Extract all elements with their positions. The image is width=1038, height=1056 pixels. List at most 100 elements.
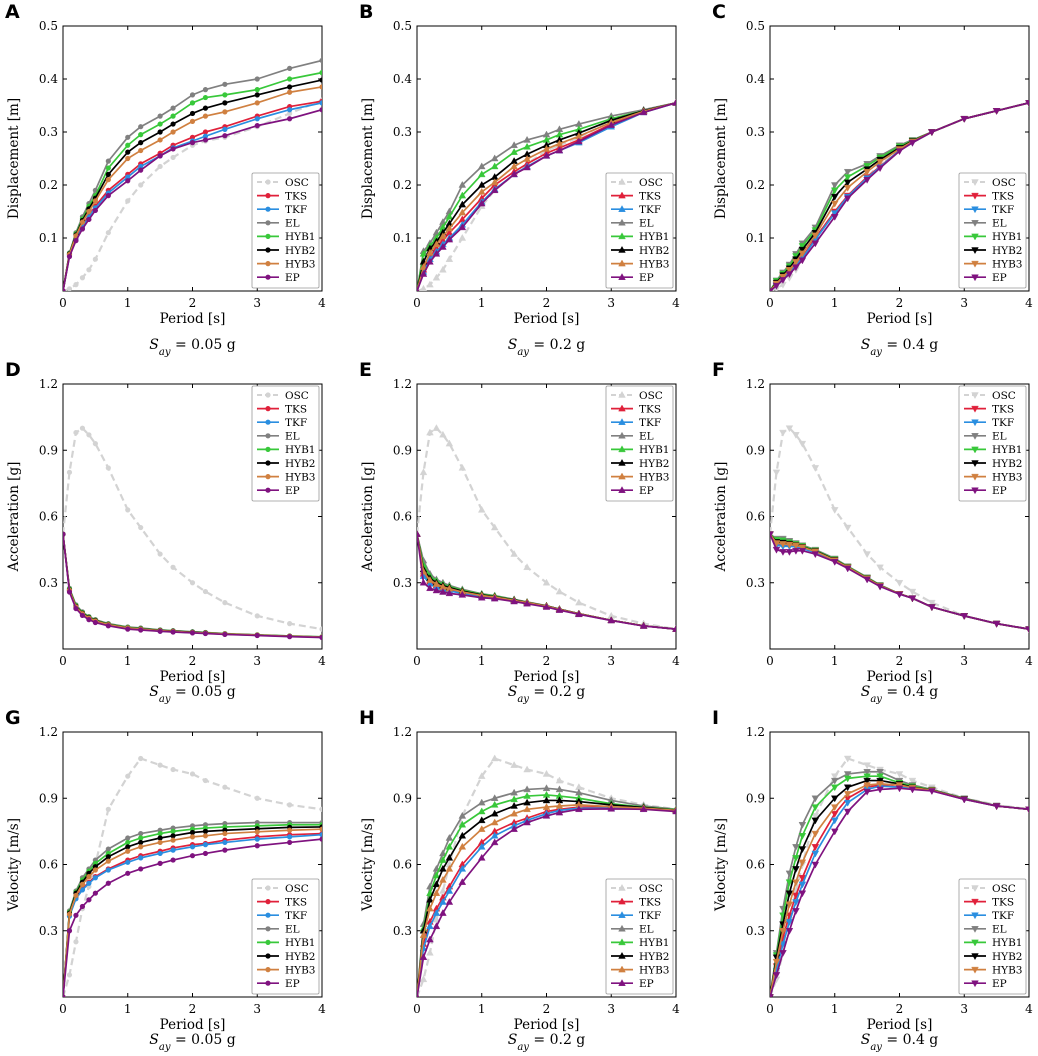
legend-label: TKS (992, 403, 1014, 415)
data-point (125, 859, 131, 865)
data-point (419, 931, 428, 938)
data-point (105, 867, 111, 873)
data-point (908, 777, 917, 785)
data-point (92, 875, 98, 881)
data-point (287, 89, 293, 95)
y-tick-label: 1.2 (39, 725, 58, 739)
data-point (86, 897, 92, 903)
data-point (992, 108, 1001, 115)
data-point (830, 804, 839, 812)
legend-label: HYB2 (992, 458, 1023, 470)
data-point (105, 171, 111, 177)
data-point (772, 282, 781, 290)
legend-box (251, 385, 320, 502)
data-point (439, 875, 447, 883)
data-point (287, 634, 293, 640)
x-axis-title: Period [s] (514, 669, 580, 685)
y-tick-label: 0.3 (393, 924, 412, 938)
data-point (105, 177, 111, 183)
data-point (426, 922, 434, 930)
data-point (170, 766, 176, 773)
legend-item-ep: EP (964, 485, 1007, 497)
data-point (960, 796, 969, 804)
series-ep (63, 531, 322, 641)
data-point (105, 193, 111, 199)
x-tick-label: 2 (189, 296, 197, 310)
caption: Say = 0.2 g (508, 1032, 586, 1053)
data-point (445, 224, 454, 232)
legend-marker (265, 939, 271, 946)
legend-marker (265, 898, 271, 905)
data-point (79, 903, 86, 910)
legend-marker (971, 433, 979, 440)
data-point (439, 898, 447, 905)
legend-marker (618, 938, 626, 946)
data-point (426, 248, 434, 256)
data-point (202, 105, 209, 111)
legend-label: HYB3 (992, 258, 1023, 270)
data-point (170, 564, 176, 570)
legend-item-tks: TKS (257, 896, 307, 908)
series-ep (63, 107, 322, 291)
legend-label: HYB1 (992, 231, 1023, 243)
data-point (319, 100, 322, 106)
caption-subscript: ay (870, 1042, 882, 1053)
y-tick-label: 0.5 (746, 19, 765, 33)
series-ep (417, 530, 676, 632)
data-point (432, 586, 441, 594)
data-point (830, 193, 839, 201)
data-point (92, 619, 98, 626)
y-tick-label: 0.9 (746, 443, 765, 457)
data-point (798, 833, 807, 840)
data-point (792, 855, 800, 862)
caption-subscript: ay (870, 347, 882, 358)
legend-item-hyb2: HYB2 (611, 458, 670, 470)
data-point (426, 257, 434, 265)
data-point (811, 232, 820, 240)
legend-label: HYB3 (992, 471, 1023, 483)
data-point (432, 249, 441, 257)
y-tick-label: 0.3 (393, 125, 412, 139)
data-point (73, 892, 79, 899)
y-tick-label: 0.3 (746, 924, 765, 938)
legend-marker (971, 953, 979, 961)
y-tick-label: 0.4 (393, 72, 412, 86)
data-point (319, 107, 322, 113)
data-point (105, 165, 111, 171)
legend-marker (618, 883, 626, 891)
data-point (222, 839, 228, 846)
data-point (477, 825, 486, 832)
data-point (523, 563, 531, 571)
data-point (895, 591, 904, 599)
data-point (138, 830, 144, 837)
data-point (523, 135, 531, 143)
data-point (458, 200, 467, 208)
data-point (63, 531, 66, 537)
data-point (542, 144, 551, 152)
legend-item-hyb1: HYB1 (964, 231, 1023, 243)
legend-item-osc: OSC (257, 883, 309, 895)
legend-label: EL (639, 924, 654, 936)
data-point (189, 100, 196, 106)
legend-label: EP (639, 272, 654, 284)
data-point (779, 429, 787, 437)
data-point (992, 803, 1001, 810)
y-axis-title: Velocity [m/s] (360, 818, 376, 912)
y-axis-title: Acceleration [g] (6, 462, 22, 573)
data-point (189, 834, 196, 840)
x-tick-label: 2 (543, 654, 551, 668)
legend-label: TKS (285, 190, 307, 202)
legend-box (605, 172, 674, 289)
legend-marker (265, 926, 271, 932)
data-point (830, 784, 839, 792)
data-point (125, 870, 131, 876)
data-point (445, 853, 454, 861)
data-point (843, 808, 852, 816)
legend-item-hyb1: HYB1 (964, 937, 1023, 949)
data-point (490, 794, 499, 801)
legend-item-ep: EP (611, 978, 654, 990)
data-point (254, 836, 260, 842)
panel-label: D (5, 359, 21, 381)
